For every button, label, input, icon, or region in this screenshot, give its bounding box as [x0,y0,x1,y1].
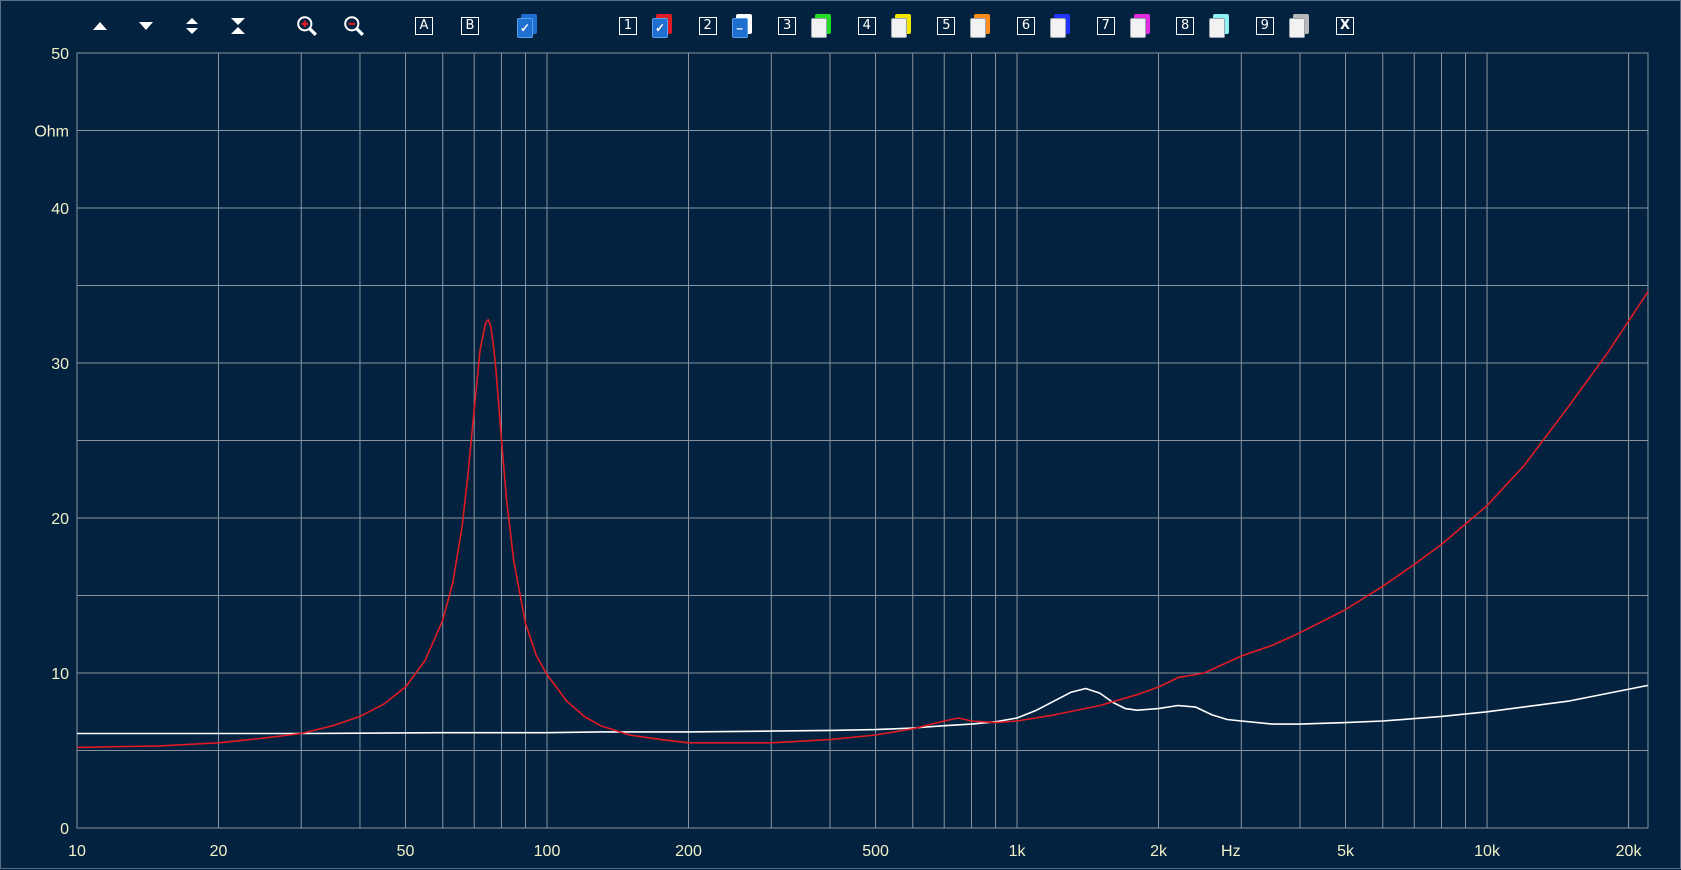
overlay-slot-label: 8 [1176,17,1195,35]
mode-b-button[interactable]: B [455,11,485,41]
overlay-slot-label: 6 [1017,17,1035,35]
zoom-out-icon [344,16,364,36]
overlay-slot-9-swatch[interactable] [1285,11,1315,41]
zoom-in-icon [297,16,317,36]
overlay-slot-7-swatch[interactable] [1126,11,1156,41]
overlay-slot-3-number[interactable]: 3 [772,11,802,41]
overlay-slot-swatch-icon [1050,14,1072,38]
triangle-down-icon [139,22,153,30]
overlay-slot-2-number[interactable]: 2 [693,11,723,41]
overlay-slot-swatch-icon [811,14,833,38]
zoom-out-button[interactable] [339,11,369,41]
expand-arrows-icon [186,18,198,34]
overlay-slot-4-swatch[interactable] [887,11,917,41]
clear-overlays-button[interactable]: X [1330,11,1360,41]
zoom-in-button[interactable] [292,11,322,41]
x-tick-label: 1k [1009,843,1027,860]
mode-a-label: A [415,17,433,35]
overlay-slot-label: 5 [937,17,956,35]
y-tick-label: 40 [51,201,69,218]
y-tick-label: 0 [60,821,69,838]
mode-a-button[interactable]: A [409,11,439,41]
plot-frame [76,52,1649,829]
overlay-slot-swatch-icon: – [731,14,754,38]
y-axis-label: Ohm [34,124,69,141]
overlay-slot-swatch-icon [1129,14,1152,38]
overlay-slot-label: 2 [698,17,717,35]
overlay-slot-1-number[interactable]: 1 [613,11,643,41]
y-tick-label: 50 [51,46,69,63]
x-tick-label: 50 [397,843,415,860]
y-tick-label: 30 [51,356,69,373]
scroll-down-button[interactable] [131,11,161,41]
overlay-slot-swatch-icon [1209,14,1231,38]
close-icon: X [1336,17,1354,35]
overlay-slot-swatch-icon [1288,14,1311,38]
mode-b-label: B [461,17,479,35]
x-tick-label: 10 [68,843,86,860]
overlay-slot-label: 4 [857,17,876,35]
overlay-slot-5-number[interactable]: 5 [931,11,961,41]
overlay-slot-9-number[interactable]: 9 [1250,11,1280,41]
overlay-slot-8-swatch[interactable] [1205,11,1235,41]
compress-arrows-icon [231,18,245,34]
y-tick-label: 10 [51,666,69,683]
compress-range-button[interactable] [223,11,253,41]
x-axis-label: Hz [1221,843,1241,860]
overlay-slot-6-number[interactable]: 6 [1011,11,1041,41]
x-tick-label: 2k [1150,843,1168,860]
y-tick-label: 20 [51,511,69,528]
x-tick-label: 500 [862,843,889,860]
x-tick-label: 20 [210,843,228,860]
expand-range-button[interactable] [177,11,207,41]
x-tick-label: 200 [675,843,702,860]
overlay-slot-1-swatch[interactable]: ✓ [648,11,678,41]
overlay-slot-label: 7 [1096,17,1115,35]
overlay-slot-swatch-icon: ✓ [652,14,674,38]
overlay-slot-3-swatch[interactable] [807,11,837,41]
overlay-slot-8-number[interactable]: 8 [1170,11,1200,41]
overlay-slot-label: 1 [619,17,637,35]
overlay-slot-6-swatch[interactable] [1046,11,1076,41]
x-tick-label: 10k [1474,843,1501,860]
impedance-series-line-1 [76,291,1649,749]
toolbar: A B ✓ 1 ✓ 2– 3 4 5 6 7 8 9 X [1,1,1681,51]
triangle-up-icon [93,22,107,30]
overlay-slot-2-swatch[interactable]: – [728,11,758,41]
current-curve-swatch-button[interactable]: ✓ [513,11,543,41]
overlay-slot-4-number[interactable]: 4 [852,11,882,41]
overlay-slot-label: 3 [778,17,797,35]
current-curve-swatch-icon: ✓ [517,14,539,38]
scroll-up-button[interactable] [85,11,115,41]
overlay-slot-5-swatch[interactable] [966,11,996,41]
x-tick-label: 20k [1616,843,1643,860]
overlay-slot-label: 9 [1255,17,1274,35]
x-tick-label: 5k [1337,843,1355,860]
x-tick-label: 100 [534,843,561,860]
impedance-series-line-2 [77,684,1649,735]
overlay-slot-swatch-icon [890,14,913,38]
overlay-slot-7-number[interactable]: 7 [1091,11,1121,41]
overlay-slot-swatch-icon [970,14,992,38]
